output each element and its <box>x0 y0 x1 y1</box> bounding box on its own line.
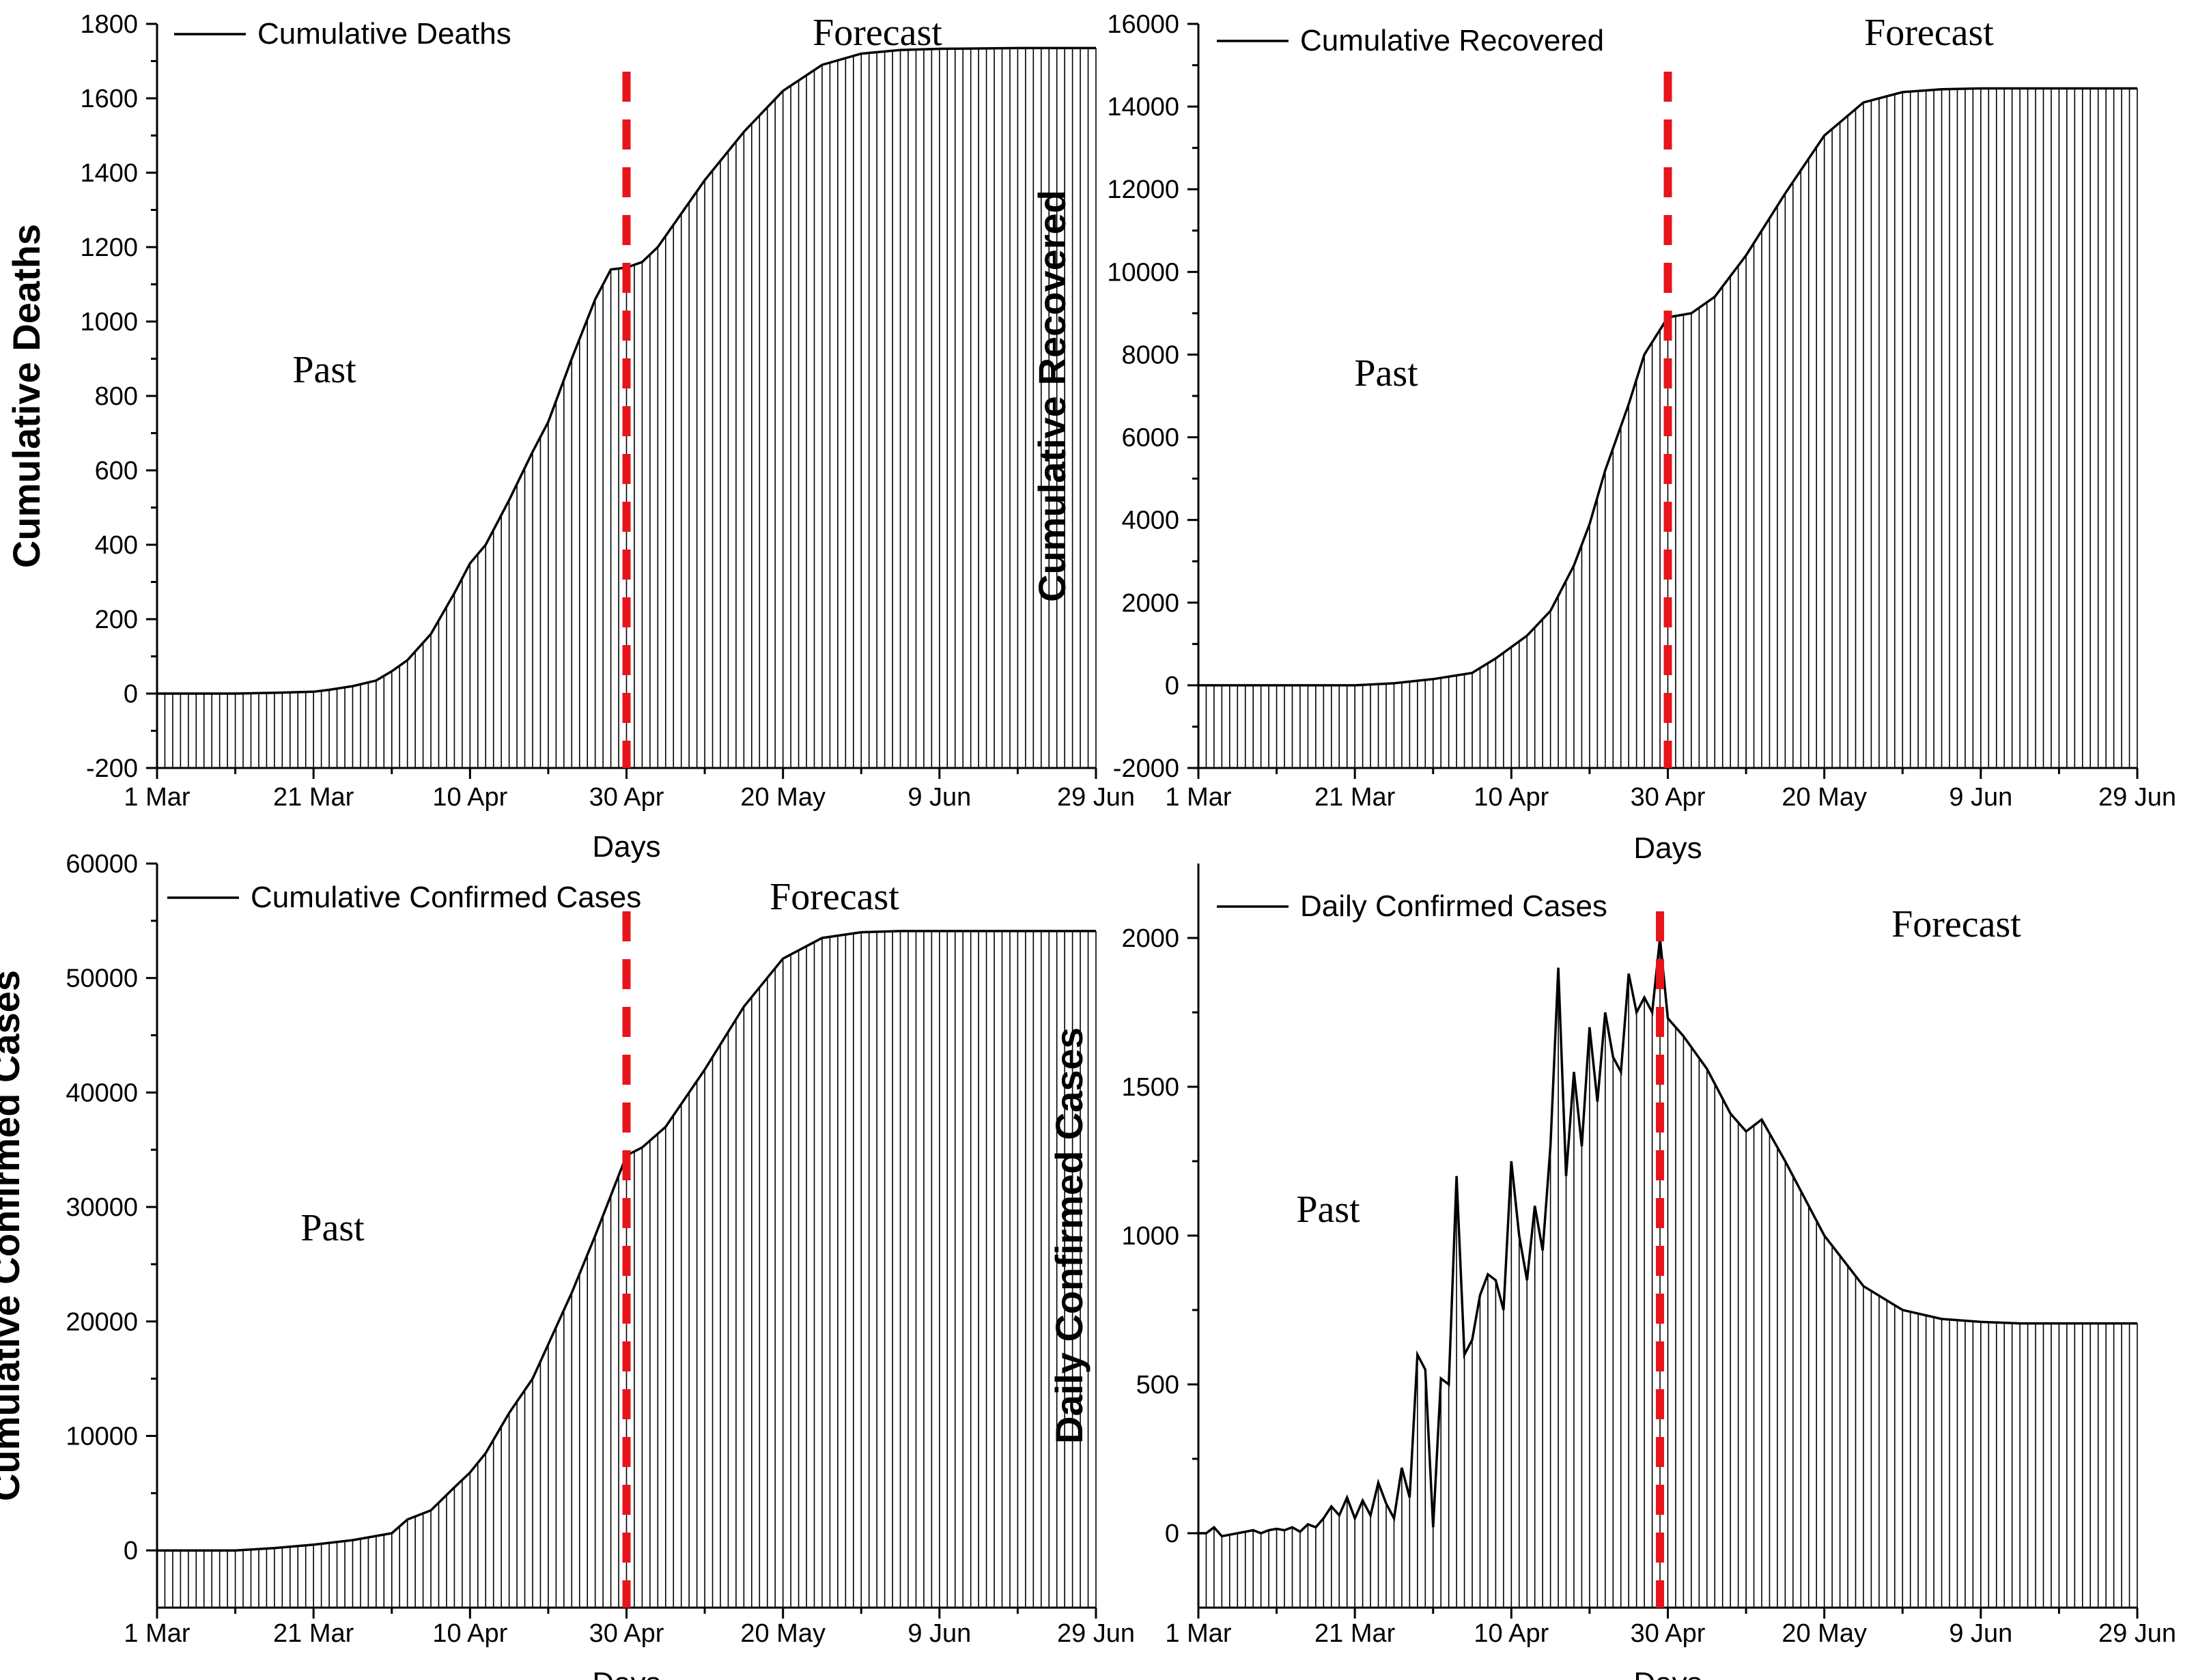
y-tick-label: 2000 <box>1121 924 1179 953</box>
y-tick-label: 0 <box>1165 1520 1179 1548</box>
y-tick-label: 4000 <box>1121 507 1179 535</box>
chart-panel-1: -200 0 200 400 600 800 1000 1200 1400 1600 1800 1 M… <box>5 10 1135 864</box>
hatch-bars <box>1198 938 2138 1608</box>
x-tick-label: 20 May <box>740 783 826 812</box>
forecast-annotation: Forecast <box>1864 12 1994 54</box>
y-tick-label: 0 <box>124 680 138 709</box>
x-tick-label: 10 Apr <box>1474 1619 1549 1648</box>
x-tick-label: 1 Mar <box>1165 783 1231 812</box>
x-tick-label: 30 Apr <box>589 783 664 812</box>
y-tick-label: -2000 <box>1113 754 1179 783</box>
x-tick-label: 21 Mar <box>273 783 354 812</box>
x-tick-label: 29 Jun <box>1057 783 1135 812</box>
hatch-bars <box>156 930 1097 1608</box>
x-axis-title: Days <box>592 830 660 864</box>
y-tick-label: 200 <box>95 606 138 634</box>
legend-label: Cumulative Recovered <box>1300 24 1604 57</box>
y-tick-label: 1000 <box>1121 1222 1179 1251</box>
x-tick-label: 9 Jun <box>907 1619 971 1648</box>
y-tick-label: 1200 <box>80 233 138 262</box>
x-tick-label: 10 Apr <box>1474 783 1549 812</box>
y-tick-label: 8000 <box>1121 341 1179 369</box>
y-tick-label: 40000 <box>66 1079 138 1107</box>
x-tick-label: 30 Apr <box>589 1619 664 1648</box>
y-tick-label: 30000 <box>66 1193 138 1222</box>
hatch-bars <box>156 48 1097 768</box>
y-axis-title: Cumulative Deaths <box>5 224 48 568</box>
y-tick-label: 6000 <box>1121 424 1179 453</box>
legend-label: Cumulative Confirmed Cases <box>251 881 641 914</box>
y-tick-label: 600 <box>95 457 138 485</box>
x-tick-label: 9 Jun <box>907 783 971 812</box>
x-tick-label: 29 Jun <box>1057 1619 1135 1648</box>
y-tick-label: 12000 <box>1107 175 1179 204</box>
y-tick-label: 16000 <box>1107 10 1179 39</box>
chart-panel-3: 0 10000 20000 30000 40000 50000 60000 1 Mar 21 M… <box>0 850 1135 1680</box>
y-tick-label: -200 <box>86 754 138 783</box>
series-line <box>157 46 1096 695</box>
chart-panel-2: -2000 0 2000 4000 6000 8000 10000 12000 14000 160… <box>1030 10 2176 865</box>
y-tick-label: 1400 <box>80 159 138 188</box>
x-tick-label: 1 Mar <box>124 1619 190 1648</box>
y-tick-label: 0 <box>124 1537 138 1565</box>
x-tick-label: 20 May <box>740 1619 826 1648</box>
x-tick-label: 20 May <box>1782 1619 1867 1648</box>
forecast-annotation: Forecast <box>1891 903 2021 945</box>
series-line <box>157 930 1096 1552</box>
y-axis-title: Cumulative Confirmed Cases <box>0 970 27 1501</box>
x-tick-label: 29 Jun <box>2098 783 2176 812</box>
x-tick-label: 20 May <box>1782 783 1867 812</box>
y-tick-label: 20000 <box>66 1308 138 1337</box>
chart-panel-4: 0 500 1000 1500 2000 1 Mar 21 Mar 10 Apr 30 Apr 2… <box>1047 864 2176 1680</box>
x-tick-label: 29 Jun <box>2098 1619 2176 1648</box>
y-tick-label: 800 <box>95 382 138 411</box>
y-tick-label: 14000 <box>1107 93 1179 122</box>
y-tick-label: 1000 <box>80 308 138 337</box>
hatch-bars <box>1198 88 2138 768</box>
y-axis-title: Daily Confirmed Cases <box>1047 1027 1090 1444</box>
x-tick-label: 10 Apr <box>432 783 507 812</box>
x-axis-title: Days <box>1633 1666 1702 1680</box>
y-tick-label: 1500 <box>1121 1073 1179 1102</box>
y-tick-label: 2000 <box>1121 589 1179 618</box>
y-tick-label: 50000 <box>66 965 138 993</box>
x-tick-label: 30 Apr <box>1631 783 1706 812</box>
y-tick-label: 400 <box>95 531 138 560</box>
x-axis-title: Days <box>1633 831 1702 865</box>
y-tick-label: 60000 <box>66 850 138 879</box>
legend-label: Daily Confirmed Cases <box>1300 889 1607 923</box>
y-tick-label: 500 <box>1136 1371 1179 1399</box>
past-annotation: Past <box>1354 352 1418 395</box>
y-tick-label: 1800 <box>80 10 138 39</box>
x-tick-label: 9 Jun <box>1949 783 2012 812</box>
series-line <box>1198 87 2137 687</box>
x-tick-label: 1 Mar <box>1165 1619 1231 1648</box>
past-annotation: Past <box>300 1207 365 1249</box>
forecast-annotation: Forecast <box>813 12 942 54</box>
series-line <box>1198 937 2137 1538</box>
y-tick-label: 1600 <box>80 85 138 113</box>
past-annotation: Past <box>1296 1188 1360 1231</box>
x-tick-label: 1 Mar <box>124 783 190 812</box>
x-axis-title: Days <box>592 1666 660 1680</box>
y-tick-label: 10000 <box>66 1422 138 1451</box>
x-tick-label: 30 Apr <box>1631 1619 1706 1648</box>
y-axis-title: Cumulative Recovered <box>1030 190 1073 602</box>
y-tick-label: 0 <box>1165 672 1179 700</box>
x-tick-label: 21 Mar <box>273 1619 354 1648</box>
past-annotation: Past <box>292 349 356 391</box>
forecast-annotation: Forecast <box>770 876 899 918</box>
x-tick-label: 21 Mar <box>1314 1619 1396 1648</box>
legend-label: Cumulative Deaths <box>257 17 511 51</box>
x-tick-label: 10 Apr <box>432 1619 507 1648</box>
x-tick-label: 9 Jun <box>1949 1619 2012 1648</box>
x-tick-label: 21 Mar <box>1314 783 1396 812</box>
y-tick-label: 10000 <box>1107 258 1179 287</box>
